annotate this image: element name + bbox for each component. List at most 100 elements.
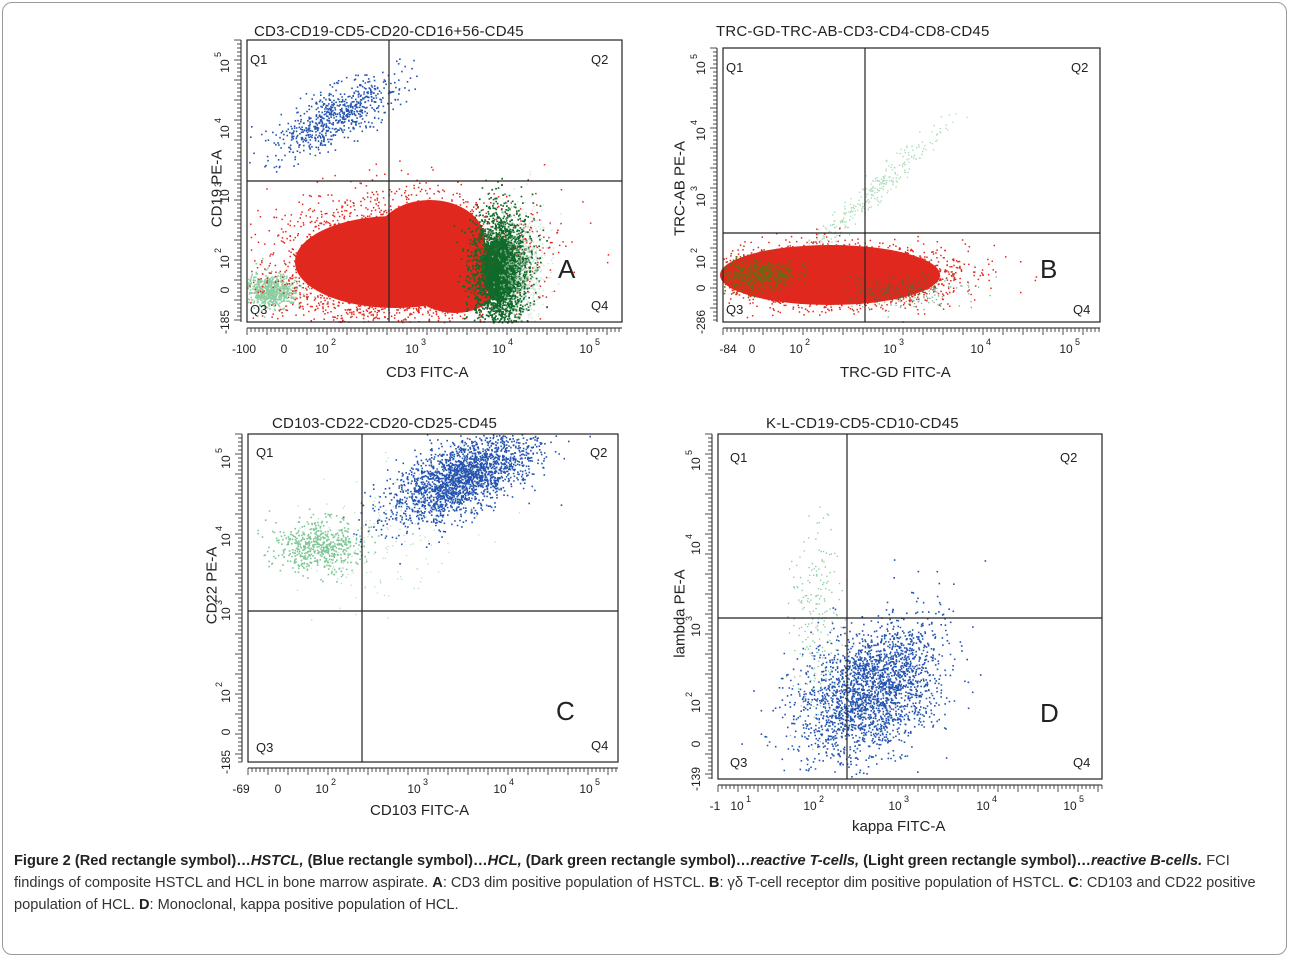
panel-a-title: CD3-CD19-CD5-CD20-CD16+56-CD45 [254,23,524,40]
panel-d-q4: Q4 [1073,755,1091,770]
caption-legend-lgreen-name: reactive B-cells. [1091,853,1203,869]
panel-c-xlabel: CD103 FITC-A [370,802,470,819]
panel-a-q1: Q1 [250,52,268,67]
x-tick-exponent: 2 [331,777,336,787]
x-tick-label: 10 [579,782,593,796]
y-tick-exponent: 2 [684,692,694,697]
x-tick-label: 10 [888,799,902,813]
x-tick-label: 10 [579,342,593,356]
y-tick-label: 10 [689,541,703,555]
x-tick-exponent: 3 [904,794,909,804]
x-tick-label: 0 [281,342,288,356]
x-tick-label: 10 [493,782,507,796]
caption-c-text: : CD103 and CD22 positive population of … [14,875,1256,913]
y-tick-label: 0 [694,284,708,291]
events-layer [257,434,591,621]
events-layer [247,58,610,324]
x-tick-label: 0 [749,342,756,356]
events-layer [720,113,1038,323]
y-tick-label: 10 [218,125,232,139]
x-tick-label: 10 [976,799,990,813]
y-tick-label: -185 [219,750,233,774]
panel-b-q3: Q3 [726,302,744,317]
x-tick-exponent: 5 [1075,337,1080,347]
caption-legend-blue: (Blue rectangle symbol)… [303,853,488,869]
panel-d-title: K-L-CD19-CD5-CD10-CD45 [766,415,959,432]
y-tick-label: 10 [219,455,233,469]
caption-d-text: : Monoclonal, kappa positive population … [149,897,459,913]
panel-b-q4: Q4 [1073,302,1091,317]
x-tick-exponent: 2 [819,794,824,804]
x-tick-label: 10 [1063,799,1077,813]
panel-b-letter: B [1040,254,1058,284]
y-tick-exponent: 4 [214,526,224,531]
panel-b-title: TRC-GD-TRC-AB-CD3-CD4-CD8-CD45 [716,23,990,40]
caption-b-text: : γδ T-cell receptor dim positive popula… [719,875,1069,891]
x-tick-label: 10 [315,342,329,356]
x-tick-exponent: 4 [986,337,991,347]
y-tick-exponent: 5 [213,52,223,57]
x-tick-label: -100 [232,342,256,356]
x-tick-exponent: 2 [805,337,810,347]
panel-c-q1: Q1 [256,445,274,460]
y-tick-exponent: 2 [214,682,224,687]
y-tick-label: 10 [218,59,232,73]
caption-fig-label: Figure 2 [14,853,71,869]
x-tick-exponent: 4 [992,794,997,804]
panel-d-letter: D [1040,698,1059,728]
caption-legend-lgreen: (Light green rectangle symbol)… [859,853,1092,869]
panel-c-q3: Q3 [256,740,274,755]
caption-a-label: A [432,875,443,891]
x-tick-label: 10 [492,342,506,356]
reactive-t-population [484,238,516,302]
y-tick-label: 10 [689,699,703,713]
caption-legend-red: (Red rectangle symbol)… [74,853,251,869]
caption-a-text: : CD3 dim positive population of HSTCL. [442,875,709,891]
figure-caption: Figure 2 (Red rectangle symbol)…HSTCL, (… [14,850,1276,916]
panel-b-xlabel: TRC-GD FITC-A [840,364,951,381]
y-tick-label: 0 [689,740,703,747]
x-tick-exponent: 5 [595,777,600,787]
y-tick-label: 10 [218,189,232,203]
y-tick-exponent: 3 [684,616,694,621]
caption-legend-dgreen: (Dark green rectangle symbol)… [521,853,751,869]
panel-c-title: CD103-CD22-CD20-CD25-CD45 [272,415,498,432]
y-tick-label: 10 [219,533,233,547]
x-tick-label: 10 [407,782,421,796]
events-layer [741,506,987,778]
panel-d-xlabel: kappa FITC-A [852,818,946,835]
panel-c-letter: C [556,696,575,726]
panel-d-q1: Q1 [730,450,748,465]
x-tick-label: 10 [315,782,329,796]
x-tick-label: -69 [232,782,250,796]
y-tick-label: -139 [689,767,703,791]
y-tick-exponent: 3 [689,186,699,191]
plot-border [247,433,619,763]
panel-a-q4: Q4 [591,298,609,313]
x-tick-label: 10 [970,342,984,356]
y-tick-label: 10 [694,193,708,207]
y-tick-label: 10 [218,255,232,269]
y-tick-exponent: 5 [214,448,224,453]
y-tick-label: 10 [694,127,708,141]
plot-border [722,47,1101,323]
y-tick-exponent: 5 [689,54,699,59]
panel-a-q2: Q2 [591,52,609,67]
y-tick-label: 0 [219,728,233,735]
panel-b-q1: Q1 [726,60,744,75]
x-tick-exponent: 3 [421,337,426,347]
x-tick-exponent: 4 [508,337,513,347]
y-tick-exponent: 4 [684,534,694,539]
x-tick-exponent: 4 [509,777,514,787]
y-tick-exponent: 2 [689,248,699,253]
x-tick-label: 10 [1059,342,1073,356]
caption-c-label: C [1068,875,1079,891]
panel-d-ylabel: lambda PE-A [671,569,689,658]
y-tick-label: -185 [218,310,232,334]
x-tick-label: -84 [719,342,737,356]
